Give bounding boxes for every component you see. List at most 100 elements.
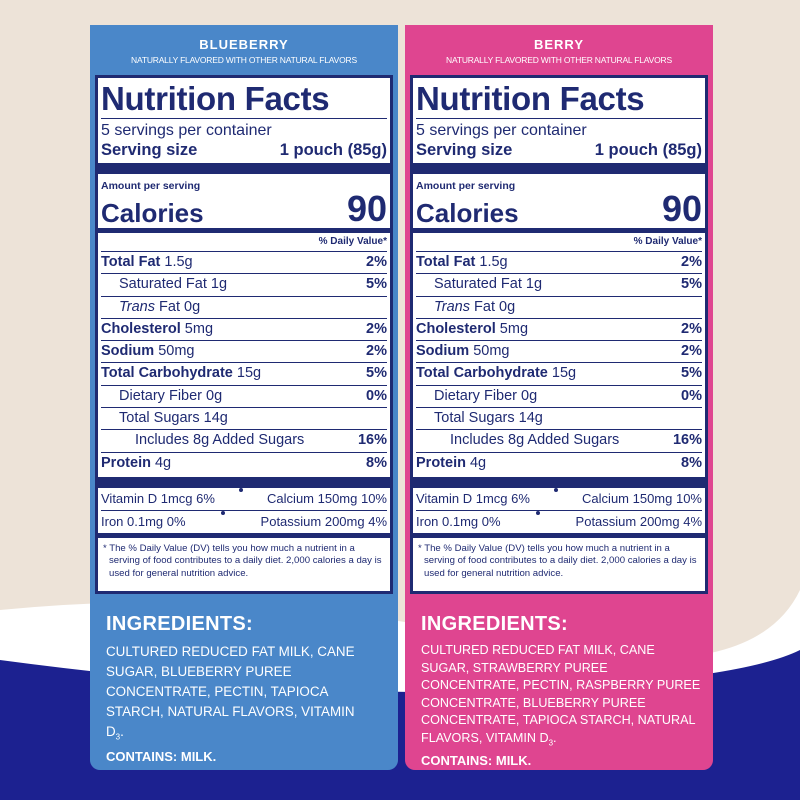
nutrient-name: Protein 4g	[101, 453, 171, 474]
divider	[413, 163, 705, 174]
nutrient-name: Trans Fat 0g	[101, 297, 200, 318]
daily-value: 2%	[366, 320, 387, 337]
vitamin-row: Iron 0.1mg 0% Potassium 200mg 4%	[101, 509, 387, 533]
daily-value: 5%	[681, 365, 702, 382]
nutrient-name: Total Sugars 14g	[416, 408, 543, 429]
nutrient-name: Includes 8g Added Sugars	[135, 432, 305, 449]
nutrient-name: Saturated Fat 1g	[416, 274, 542, 295]
bullet	[221, 510, 226, 515]
daily-value: 5%	[366, 276, 387, 293]
nutrient-row: Saturated Fat 1g 5%	[416, 273, 702, 295]
nutrient-amount: 15g	[551, 365, 577, 382]
daily-value: 0%	[366, 387, 387, 404]
divider	[98, 532, 390, 538]
nutrient-row: Includes 8g Added Sugars 16%	[101, 429, 387, 451]
serving-value: 1 pouch (85g)	[594, 141, 702, 159]
calories-label: Calories	[101, 198, 204, 228]
nutrient-name: Cholesterol 5mg	[416, 319, 528, 340]
divider	[413, 532, 705, 538]
nutrient-name: Total Fat 1.5g	[416, 252, 508, 273]
vitamins: Vitamin D 1mcg 6% Calcium 150mg 10% Iron 0…	[101, 487, 387, 533]
serving-label: Serving size	[101, 141, 198, 159]
calories-label: Calories	[416, 198, 519, 228]
daily-value: 2%	[366, 343, 387, 360]
vitamins: Vitamin D 1mcg 6% Calcium 150mg 10% Iron 0…	[416, 487, 702, 533]
footnote: * The % Daily Value (DV) tells you how m…	[418, 542, 697, 579]
nutrient-row: Total Sugars 14g	[416, 407, 702, 429]
serving-size: Serving size 1 pouch (85g)	[416, 140, 702, 160]
product-panel: BLUEBERRY NATURALLY FLAVORED WITH OTHER N…	[90, 25, 398, 770]
nutrient-name: Sodium 50mg	[416, 341, 509, 362]
nutrient-row: Dietary Fiber 0g 0%	[416, 384, 702, 407]
nutrition-label: Nutrition Facts 5 servings per container S…	[410, 75, 708, 594]
daily-value-header: % Daily Value*	[416, 233, 702, 252]
nutrient-rows: Total Fat 1.5g 2% Saturated Fat 1g 5% Trans …	[101, 252, 387, 474]
nutrient-name: Total Fat	[416, 254, 476, 270]
daily-value: 5%	[366, 365, 387, 382]
nutrient-name: Total Sugars 14g	[119, 410, 228, 427]
nutrient-row: Total Carbohydrate 15g 5%	[101, 362, 387, 384]
nutrient-name: Dietary Fiber 0g	[434, 387, 538, 404]
nutrient-name: Saturated Fat 1g	[119, 276, 228, 293]
vitamin: Calcium 150mg 10%	[267, 490, 387, 506]
nutrient-name: Total Sugars 14g	[101, 408, 228, 429]
nutrient-amount: 4g	[469, 454, 487, 471]
nutrient-row: Cholesterol 5mg 2%	[416, 317, 702, 340]
nutrient-amount: 4g	[154, 454, 172, 471]
nutrient-row: Includes 8g Added Sugars 16%	[416, 429, 702, 451]
ingredients-end: .	[553, 730, 557, 745]
daily-value: 2%	[366, 254, 387, 270]
nutrition-label: Nutrition Facts 5 servings per container S…	[95, 75, 393, 594]
nutrient-name: Total Carbohydrate	[101, 365, 233, 382]
nutrient-row: Dietary Fiber 0g 0%	[101, 384, 387, 407]
nutrient-name: Cholesterol 5mg	[101, 319, 213, 340]
nutrient-name: Total Carbohydrate	[416, 365, 548, 382]
daily-value-header: % Daily Value*	[101, 233, 387, 252]
serving-value: 1 pouch (85g)	[279, 141, 387, 159]
nutrient-row: Saturated Fat 1g 5%	[101, 273, 387, 295]
nutrient-name: Includes 8g Added Sugars	[416, 430, 619, 451]
ingredients: INGREDIENTS: CULTURED REDUCED FAT MILK, C…	[421, 613, 701, 770]
nutrient-row: Total Fat 1.5g 2%	[101, 252, 387, 273]
nutrient-row: Trans Fat 0g	[416, 295, 702, 318]
serving-label: Serving size	[416, 141, 513, 159]
nutrient-row: Total Sugars 14g	[101, 407, 387, 429]
flavor-subtitle: NATURALLY FLAVORED WITH OTHER NATURAL FL…	[131, 55, 357, 65]
servings: 5 servings per container	[416, 122, 587, 139]
bullet	[238, 487, 243, 492]
ingredients-text: CULTURED REDUCED FAT MILK, CANE SUGAR, S…	[421, 642, 703, 752]
allergens: CONTAINS: MILK.	[421, 753, 532, 769]
vitamin: Vitamin D 1mcg 6%	[416, 490, 530, 506]
nutrient-name: Total Sugars 14g	[434, 410, 543, 427]
nutrient-name: Dietary Fiber 0g	[119, 387, 223, 404]
ingredients-end: .	[120, 724, 124, 739]
nutrient-amount: 50mg	[473, 343, 510, 360]
ingredients-title: INGREDIENTS:	[106, 613, 253, 635]
nutrient-name: Includes 8g Added Sugars	[450, 432, 620, 449]
vitamin: Calcium 150mg 10%	[582, 490, 702, 506]
subscript: 3	[115, 732, 121, 742]
nutrient-italic: Trans	[119, 298, 155, 315]
nutrient-name: Saturated Fat 1g	[434, 276, 543, 293]
nutrient-italic: Trans	[434, 298, 470, 315]
nutrient-amount: 15g	[236, 365, 262, 382]
vitamin-row: Iron 0.1mg 0% Potassium 200mg 4%	[416, 509, 702, 533]
calories: Calories 90	[416, 188, 702, 229]
vitamin: Vitamin D 1mcg 6%	[101, 490, 215, 506]
nutrient-amount: 1.5g	[164, 254, 193, 270]
nutrient-row: Trans Fat 0g	[101, 295, 387, 318]
nutrient-row: Protein 4g 8%	[416, 451, 702, 474]
nutrient-name: Total Fat 1.5g	[101, 252, 193, 273]
nutrient-row: Protein 4g 8%	[101, 451, 387, 474]
nutrient-row: Total Carbohydrate 15g 5%	[416, 362, 702, 384]
calories-value: 90	[346, 188, 387, 229]
label-title: Nutrition Facts	[101, 80, 387, 119]
daily-value: 8%	[681, 454, 702, 471]
calories-value: 90	[661, 188, 702, 229]
vitamin: Potassium 200mg 4%	[575, 513, 702, 529]
daily-value: 2%	[681, 343, 702, 360]
nutrient-name: Includes 8g Added Sugars	[101, 430, 304, 451]
vitamin-row: Vitamin D 1mcg 6% Calcium 150mg 10%	[416, 487, 702, 510]
nutrient-name: Protein	[416, 454, 466, 471]
